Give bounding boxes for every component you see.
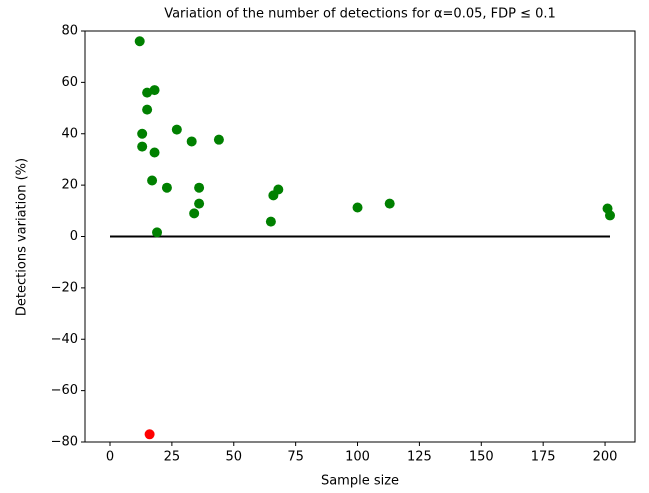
data-point [149,85,160,96]
data-point [189,208,200,219]
data-point [149,147,160,158]
x-tick-label: 0 [106,450,114,465]
data-point [161,182,172,193]
data-point [213,134,224,145]
y-tick-label: 80 [61,24,78,39]
data-point [384,198,395,209]
data-point [186,136,197,147]
x-tick-label: 175 [531,450,556,465]
data-point [152,227,163,238]
y-tick-label: −60 [51,383,78,398]
x-tick-label: 125 [407,450,432,465]
chart-title: Variation of the number of detections fo… [164,7,556,22]
data-point [273,184,284,195]
x-tick-label: 200 [593,450,618,465]
data-point [147,175,158,186]
data-point [142,104,153,115]
x-tick-label: 150 [469,450,494,465]
x-tick-label: 100 [345,450,370,465]
data-point [194,198,205,209]
x-tick-label: 75 [287,450,304,465]
data-point [171,124,182,135]
y-tick-label: 20 [61,178,78,193]
data-point [137,141,148,152]
y-tick-label: −20 [51,280,78,295]
data-point [134,36,145,47]
y-tick-label: 40 [61,126,78,141]
data-point [137,128,148,139]
y-axis-label: Detections variation (%) [15,158,30,316]
data-point [144,429,155,440]
y-tick-label: 60 [61,75,78,90]
data-point [265,216,276,227]
y-tick-label: −40 [51,332,78,347]
x-tick-label: 25 [164,450,181,465]
y-tick-label: −80 [51,435,78,450]
data-point [194,182,205,193]
x-tick-label: 50 [225,450,242,465]
data-point [352,202,363,213]
data-point [605,210,615,221]
y-tick-label: 0 [70,229,78,244]
x-axis-label: Sample size [321,474,399,489]
